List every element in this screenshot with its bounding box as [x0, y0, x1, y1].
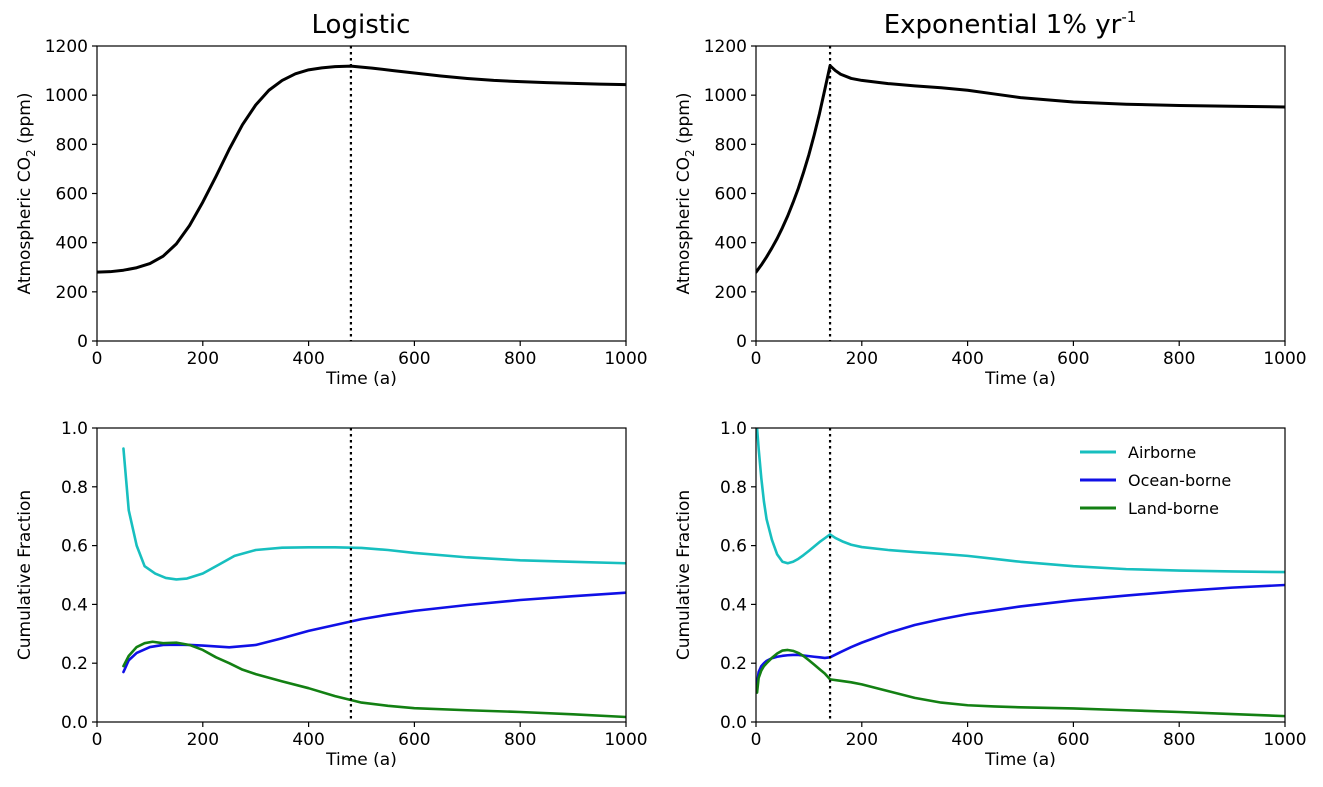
- axes-frame: [96, 45, 627, 342]
- y-tick-label: 800: [715, 135, 747, 155]
- series-line-land: [756, 648, 1285, 718]
- x-tick-label: 600: [398, 349, 430, 369]
- y-tick-label: 200: [715, 283, 747, 303]
- y-tick-label: 1200: [704, 37, 747, 57]
- x-tick-label: 0: [92, 730, 103, 750]
- x-tick-label: 800: [504, 349, 536, 369]
- series-line-airborne: [122, 447, 626, 581]
- y-tick-label: 1000: [45, 86, 88, 106]
- y-tick-label: 400: [715, 234, 747, 254]
- x-tick-label: 800: [1163, 349, 1195, 369]
- x-tick-label: 400: [951, 349, 983, 369]
- series-line-co2: [756, 64, 1285, 274]
- y-axis-label: Atmospheric CO2 (ppm): [674, 92, 697, 294]
- y-tick-label: 0.8: [61, 478, 88, 498]
- series-line-land: [122, 640, 626, 719]
- y-axis-label: Cumulative Fraction: [674, 490, 694, 660]
- x-tick-label: 800: [1163, 730, 1195, 750]
- y-tick-label: 0.4: [61, 595, 88, 615]
- title-exponential: Exponential 1% yr-1: [884, 8, 1137, 40]
- y-tick-label: 800: [56, 135, 88, 155]
- series-line-airborne: [756, 428, 1285, 574]
- axes-frame: [755, 45, 1286, 342]
- y-axis-label: Cumulative Fraction: [15, 490, 35, 660]
- y-tick-label: 0.6: [61, 537, 88, 557]
- x-tick-label: 200: [846, 349, 878, 369]
- x-tick-label: 1000: [604, 730, 647, 750]
- panel-logistic-fraction: 0 200 400 600 800 1000 0.0 0.2 0.4 0.6 0.8 1.0 Time …: [15, 419, 648, 770]
- x-tick-label: 1000: [1263, 349, 1306, 369]
- panel-exponential-co2: 0 200 400 600 800 1000 0 200 400 600 800 1000 1200 Ti…: [674, 37, 1307, 389]
- x-tick-label: 0: [751, 730, 762, 750]
- y-tick-label: 0.4: [720, 595, 747, 615]
- series-line-ocean: [756, 583, 1285, 686]
- y-tick-label: 0: [77, 332, 88, 352]
- axes-frame: [755, 427, 1286, 723]
- x-tick-label: 200: [846, 730, 878, 750]
- y-tick-label: 0.0: [720, 713, 747, 733]
- title-logistic: Logistic: [312, 10, 411, 40]
- x-tick-label: 600: [398, 730, 430, 750]
- x-tick-label: 0: [751, 349, 762, 369]
- x-tick-label: 600: [1057, 349, 1089, 369]
- x-axis-label: Time (a): [984, 750, 1056, 770]
- y-tick-label: 0.2: [720, 654, 747, 674]
- x-tick-label: 800: [504, 730, 536, 750]
- title-exponential-superscript: -1: [1121, 8, 1136, 26]
- y-tick-label: 600: [56, 185, 88, 205]
- y-tick-label: 0.2: [61, 654, 88, 674]
- x-axis-label: Time (a): [325, 369, 397, 389]
- panel-exponential-fraction: 0 200 400 600 800 1000 0.0 0.2 0.4 0.6 0.8 1.0 Time …: [674, 419, 1307, 770]
- legend-label-ocean: Ocean-borne: [1128, 471, 1231, 490]
- x-axis-label: Time (a): [984, 369, 1056, 389]
- legend-label-airborne: Airborne: [1128, 443, 1196, 462]
- x-tick-label: 600: [1057, 730, 1089, 750]
- y-axis-label: Atmospheric CO2 (ppm): [15, 92, 38, 294]
- title-exponential-main: Exponential 1% yr: [884, 10, 1122, 40]
- x-tick-label: 1000: [604, 349, 647, 369]
- x-tick-label: 0: [92, 349, 103, 369]
- y-tick-label: 0.6: [720, 537, 747, 557]
- series-line-ocean: [122, 591, 626, 674]
- x-axis-label: Time (a): [325, 750, 397, 770]
- series-line-co2: [97, 64, 626, 274]
- x-tick-label: 200: [187, 730, 219, 750]
- y-tick-label: 1200: [45, 37, 88, 57]
- x-tick-label: 400: [292, 349, 324, 369]
- axes-frame: [96, 427, 627, 723]
- x-tick-label: 200: [187, 349, 219, 369]
- y-tick-label: 1.0: [720, 419, 747, 439]
- y-tick-label: 0.8: [720, 478, 747, 498]
- y-tick-label: 0: [736, 332, 747, 352]
- x-tick-label: 400: [292, 730, 324, 750]
- legend-label-land: Land-borne: [1128, 499, 1219, 518]
- y-tick-label: 0.0: [61, 713, 88, 733]
- legend: Airborne Ocean-borne Land-borne: [1080, 443, 1231, 518]
- panel-logistic-co2: 0 200 400 600 800 1000 0 200 400 600 800 1000 1200 Ti…: [15, 37, 648, 389]
- y-tick-label: 600: [715, 185, 747, 205]
- y-tick-label: 400: [56, 234, 88, 254]
- x-tick-label: 1000: [1263, 730, 1306, 750]
- y-tick-label: 200: [56, 283, 88, 303]
- y-tick-label: 1.0: [61, 419, 88, 439]
- y-tick-label: 1000: [704, 86, 747, 106]
- x-tick-label: 400: [951, 730, 983, 750]
